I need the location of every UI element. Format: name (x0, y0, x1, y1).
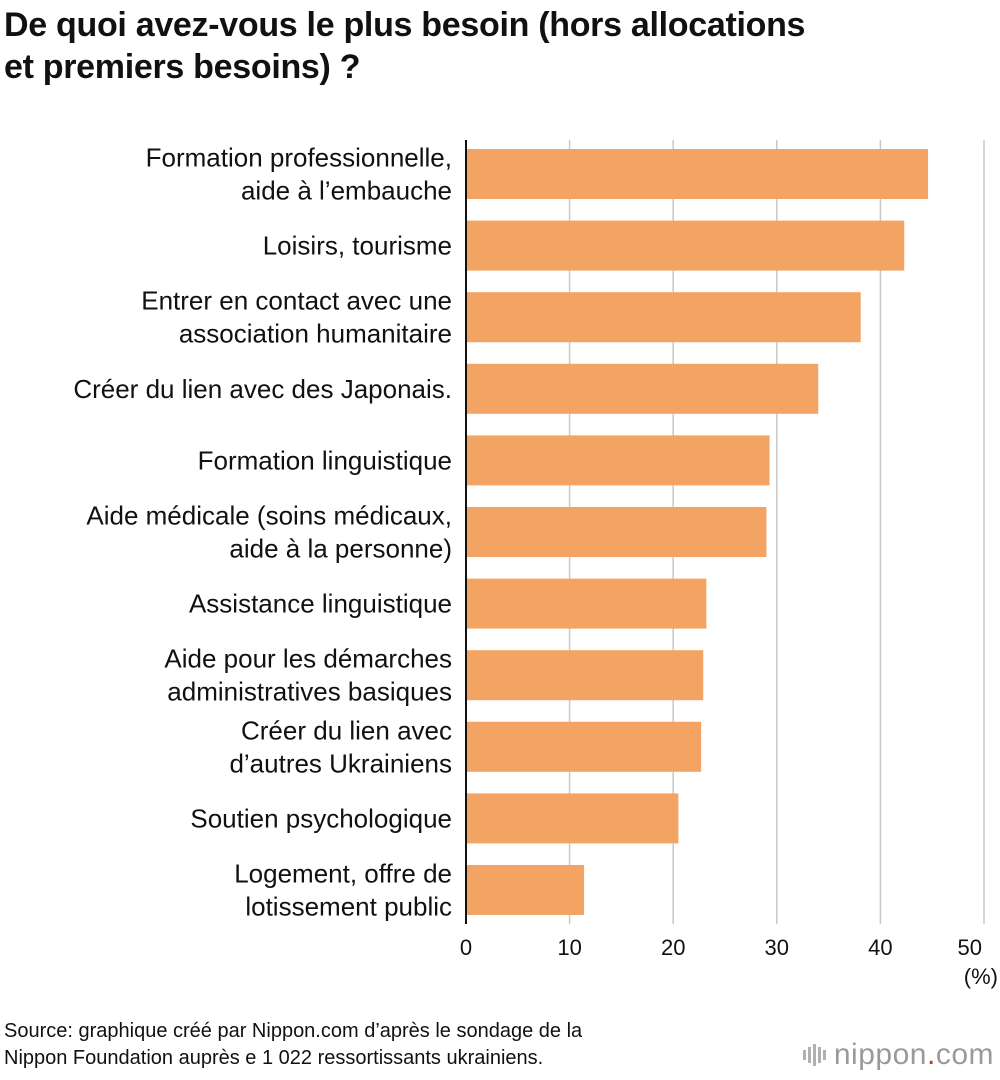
x-tick-label: 0 (460, 935, 472, 960)
bar (466, 220, 905, 271)
bar (466, 793, 679, 844)
brand-bar (807, 1047, 811, 1063)
x-tick-label: 20 (661, 935, 685, 960)
bar (466, 363, 819, 414)
brand-dot: . (926, 1038, 936, 1071)
category-label: Aide pour les démarches administratives b… (164, 644, 452, 707)
category-label: Logement, offre de lotissement public (234, 859, 452, 922)
category-label: Aide médicale (soins médicaux, aide à la … (86, 501, 452, 564)
x-tick-label: 40 (868, 935, 892, 960)
category-label: Loisirs, tourisme (263, 231, 452, 261)
grid-lines (568, 140, 985, 924)
brand-bar (802, 1050, 806, 1060)
x-tick-label: 50 (958, 935, 982, 960)
brand-bar (817, 1047, 821, 1063)
x-unit-label: (%) (964, 964, 998, 989)
bar (466, 650, 704, 701)
bar (466, 865, 585, 915)
bar (466, 578, 707, 629)
bar (466, 507, 767, 557)
bar-chart: Formation professionnelle, aide à l’embau… (73, 140, 998, 989)
brand-suffix: com (935, 1038, 994, 1071)
brand-logo: nippon. com (802, 1038, 994, 1072)
category-label: Formation linguistique (198, 445, 452, 475)
bar (466, 721, 702, 772)
brand-name: nippon (833, 1038, 927, 1071)
brand-bar (812, 1044, 816, 1066)
brand-bars-icon (802, 1044, 826, 1066)
x-tick-label: 10 (557, 935, 581, 960)
category-label: Soutien psychologique (190, 803, 452, 833)
category-label: Assistance linguistique (189, 589, 452, 619)
category-label: Formation professionnelle, aide à l’embau… (146, 143, 452, 206)
brand-bar (822, 1050, 826, 1060)
source-note: Source: graphique créé par Nippon.com d’… (4, 1020, 583, 1069)
chart-title: De quoi avez-vous le plus besoin (hors a… (4, 6, 806, 86)
category-labels: Formation professionnelle, aide à l’embau… (73, 143, 452, 922)
category-label: Entrer en contact avec une association hu… (141, 286, 452, 349)
x-tick-label: 30 (765, 935, 789, 960)
bar (466, 149, 929, 199)
x-tick-labels: 0 10 20 30 40 50 (460, 935, 982, 960)
bar (466, 435, 770, 486)
bar (466, 292, 861, 343)
category-label: Créer du lien avec d’autres Ukrainiens (229, 715, 452, 778)
bars (466, 149, 929, 915)
category-label: Créer du lien avec des Japonais. (73, 374, 452, 404)
